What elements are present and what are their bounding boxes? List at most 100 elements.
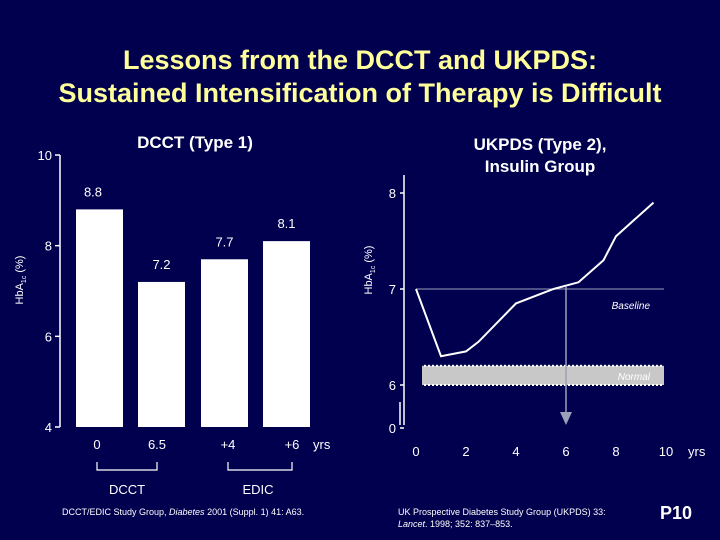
normal-band-dot (432, 384, 434, 386)
normal-band-dot (640, 384, 642, 386)
normal-band-dot (436, 384, 438, 386)
normal-band-dot (428, 364, 430, 367)
normal-band-dot (504, 364, 506, 367)
normal-band-dot (424, 364, 426, 367)
normal-band-dot (540, 364, 542, 367)
normal-band-dot (536, 384, 538, 386)
normal-band-dot (456, 384, 458, 386)
normal-band-dot (472, 384, 474, 386)
normal-band-dot (428, 384, 430, 386)
normal-band-dot (456, 364, 458, 367)
normal-band-dot (460, 384, 462, 386)
normal-band-dot (468, 364, 470, 367)
normal-band-dot (556, 384, 558, 386)
normal-band-dot (488, 384, 490, 386)
normal-band-dot (628, 384, 630, 386)
normal-band-dot (616, 364, 618, 367)
normal-band-dot (548, 364, 550, 367)
normal-band-dot (588, 364, 590, 367)
normal-band-dot (628, 364, 630, 367)
dcct-bar (263, 241, 310, 427)
normal-label: Normal (618, 372, 651, 383)
dcct-group-label: DCCT (109, 482, 145, 497)
normal-band-dot (536, 364, 538, 367)
normal-band-dot (604, 384, 606, 386)
normal-band-dot (476, 384, 478, 386)
ukpds-x-tick-label: 8 (612, 444, 619, 459)
normal-band-dot (444, 364, 446, 367)
normal-band-dot (660, 364, 662, 367)
normal-band-dot (592, 384, 594, 386)
normal-band-dot (572, 364, 574, 367)
dcct-bar (76, 209, 123, 427)
slide-title-line2: Sustained Intensification of Therapy is … (58, 78, 662, 108)
normal-band-dot (436, 364, 438, 367)
normal-band-dot (612, 364, 614, 367)
ukpds-title-line1: UKPDS (Type 2), (473, 135, 607, 154)
normal-band-dot (564, 384, 566, 386)
normal-band-dot (508, 364, 510, 367)
normal-band-dot (624, 384, 626, 386)
dcct-x-tick-label: 6.5 (148, 437, 166, 452)
normal-band-dot (512, 384, 514, 386)
ukpds-series-line (415, 201, 655, 358)
edic-group-label: EDIC (242, 482, 273, 497)
normal-band-dot (580, 364, 582, 367)
dcct-bar (201, 259, 248, 427)
normal-band-dot (580, 384, 582, 386)
normal-band-dot (516, 384, 518, 386)
normal-band-dot (504, 384, 506, 386)
ukpds-citation-rest: . 1998; 352: 837–853. (425, 519, 513, 529)
time-marker-arrowhead (560, 412, 572, 425)
normal-band-dot (448, 364, 450, 367)
normal-band-dot (648, 364, 650, 367)
normal-band-dot (524, 384, 526, 386)
normal-band-dot (492, 384, 494, 386)
normal-band-dot (532, 364, 534, 367)
ukpds-y-axis-label: HbA1c (%) (363, 246, 377, 295)
ukpds-x-tick-label: 0 (412, 444, 419, 459)
normal-band-dot (444, 384, 446, 386)
normal-band-dot (576, 384, 578, 386)
ukpds-y-tick-label: 6 (389, 378, 396, 393)
ukpds-title-line2: Insulin Group (484, 157, 596, 176)
baseline-label: Baseline (612, 301, 651, 312)
normal-band-dot (644, 364, 646, 367)
dcct-bar-value-label: 7.7 (215, 234, 233, 249)
normal-band-dot (548, 384, 550, 386)
normal-band-dot (600, 364, 602, 367)
normal-band-dot (448, 384, 450, 386)
ukpds-y-tick-label: 7 (389, 282, 396, 297)
ukpds-y-tick-label: 8 (389, 186, 396, 201)
normal-band-dot (516, 364, 518, 367)
normal-band-dot (568, 384, 570, 386)
dcct-y-tick-label: 10 (38, 148, 52, 163)
dcct-x-tick-label: +6 (285, 437, 300, 452)
normal-band-dot (480, 364, 482, 367)
normal-band-dot (484, 384, 486, 386)
normal-band-dot (632, 384, 634, 386)
normal-band-dot (468, 384, 470, 386)
normal-band-dot (520, 384, 522, 386)
normal-band-dot (640, 364, 642, 367)
normal-band-dot (544, 384, 546, 386)
normal-band-dot (624, 364, 626, 367)
ukpds-x-tick-label: 2 (462, 444, 469, 459)
normal-band-dot (592, 364, 594, 367)
dcct-bracket (96, 462, 158, 471)
normal-band-dot (540, 384, 542, 386)
normal-band-dot (644, 384, 646, 386)
normal-band-dot (528, 364, 530, 367)
normal-band-dot (660, 384, 662, 386)
normal-band-dot (464, 384, 466, 386)
normal-band-dot (452, 384, 454, 386)
dcct-citation-journal: Diabetes (169, 507, 205, 517)
dcct-x-tick-label: 0 (93, 437, 100, 452)
normal-band-dot (440, 384, 442, 386)
ukpds-x-tick-label: 10 (659, 444, 673, 459)
normal-band-dot (600, 384, 602, 386)
ukpds-y-tick-label: 0 (389, 421, 396, 436)
normal-band-dot (500, 384, 502, 386)
normal-band-dot (460, 364, 462, 367)
